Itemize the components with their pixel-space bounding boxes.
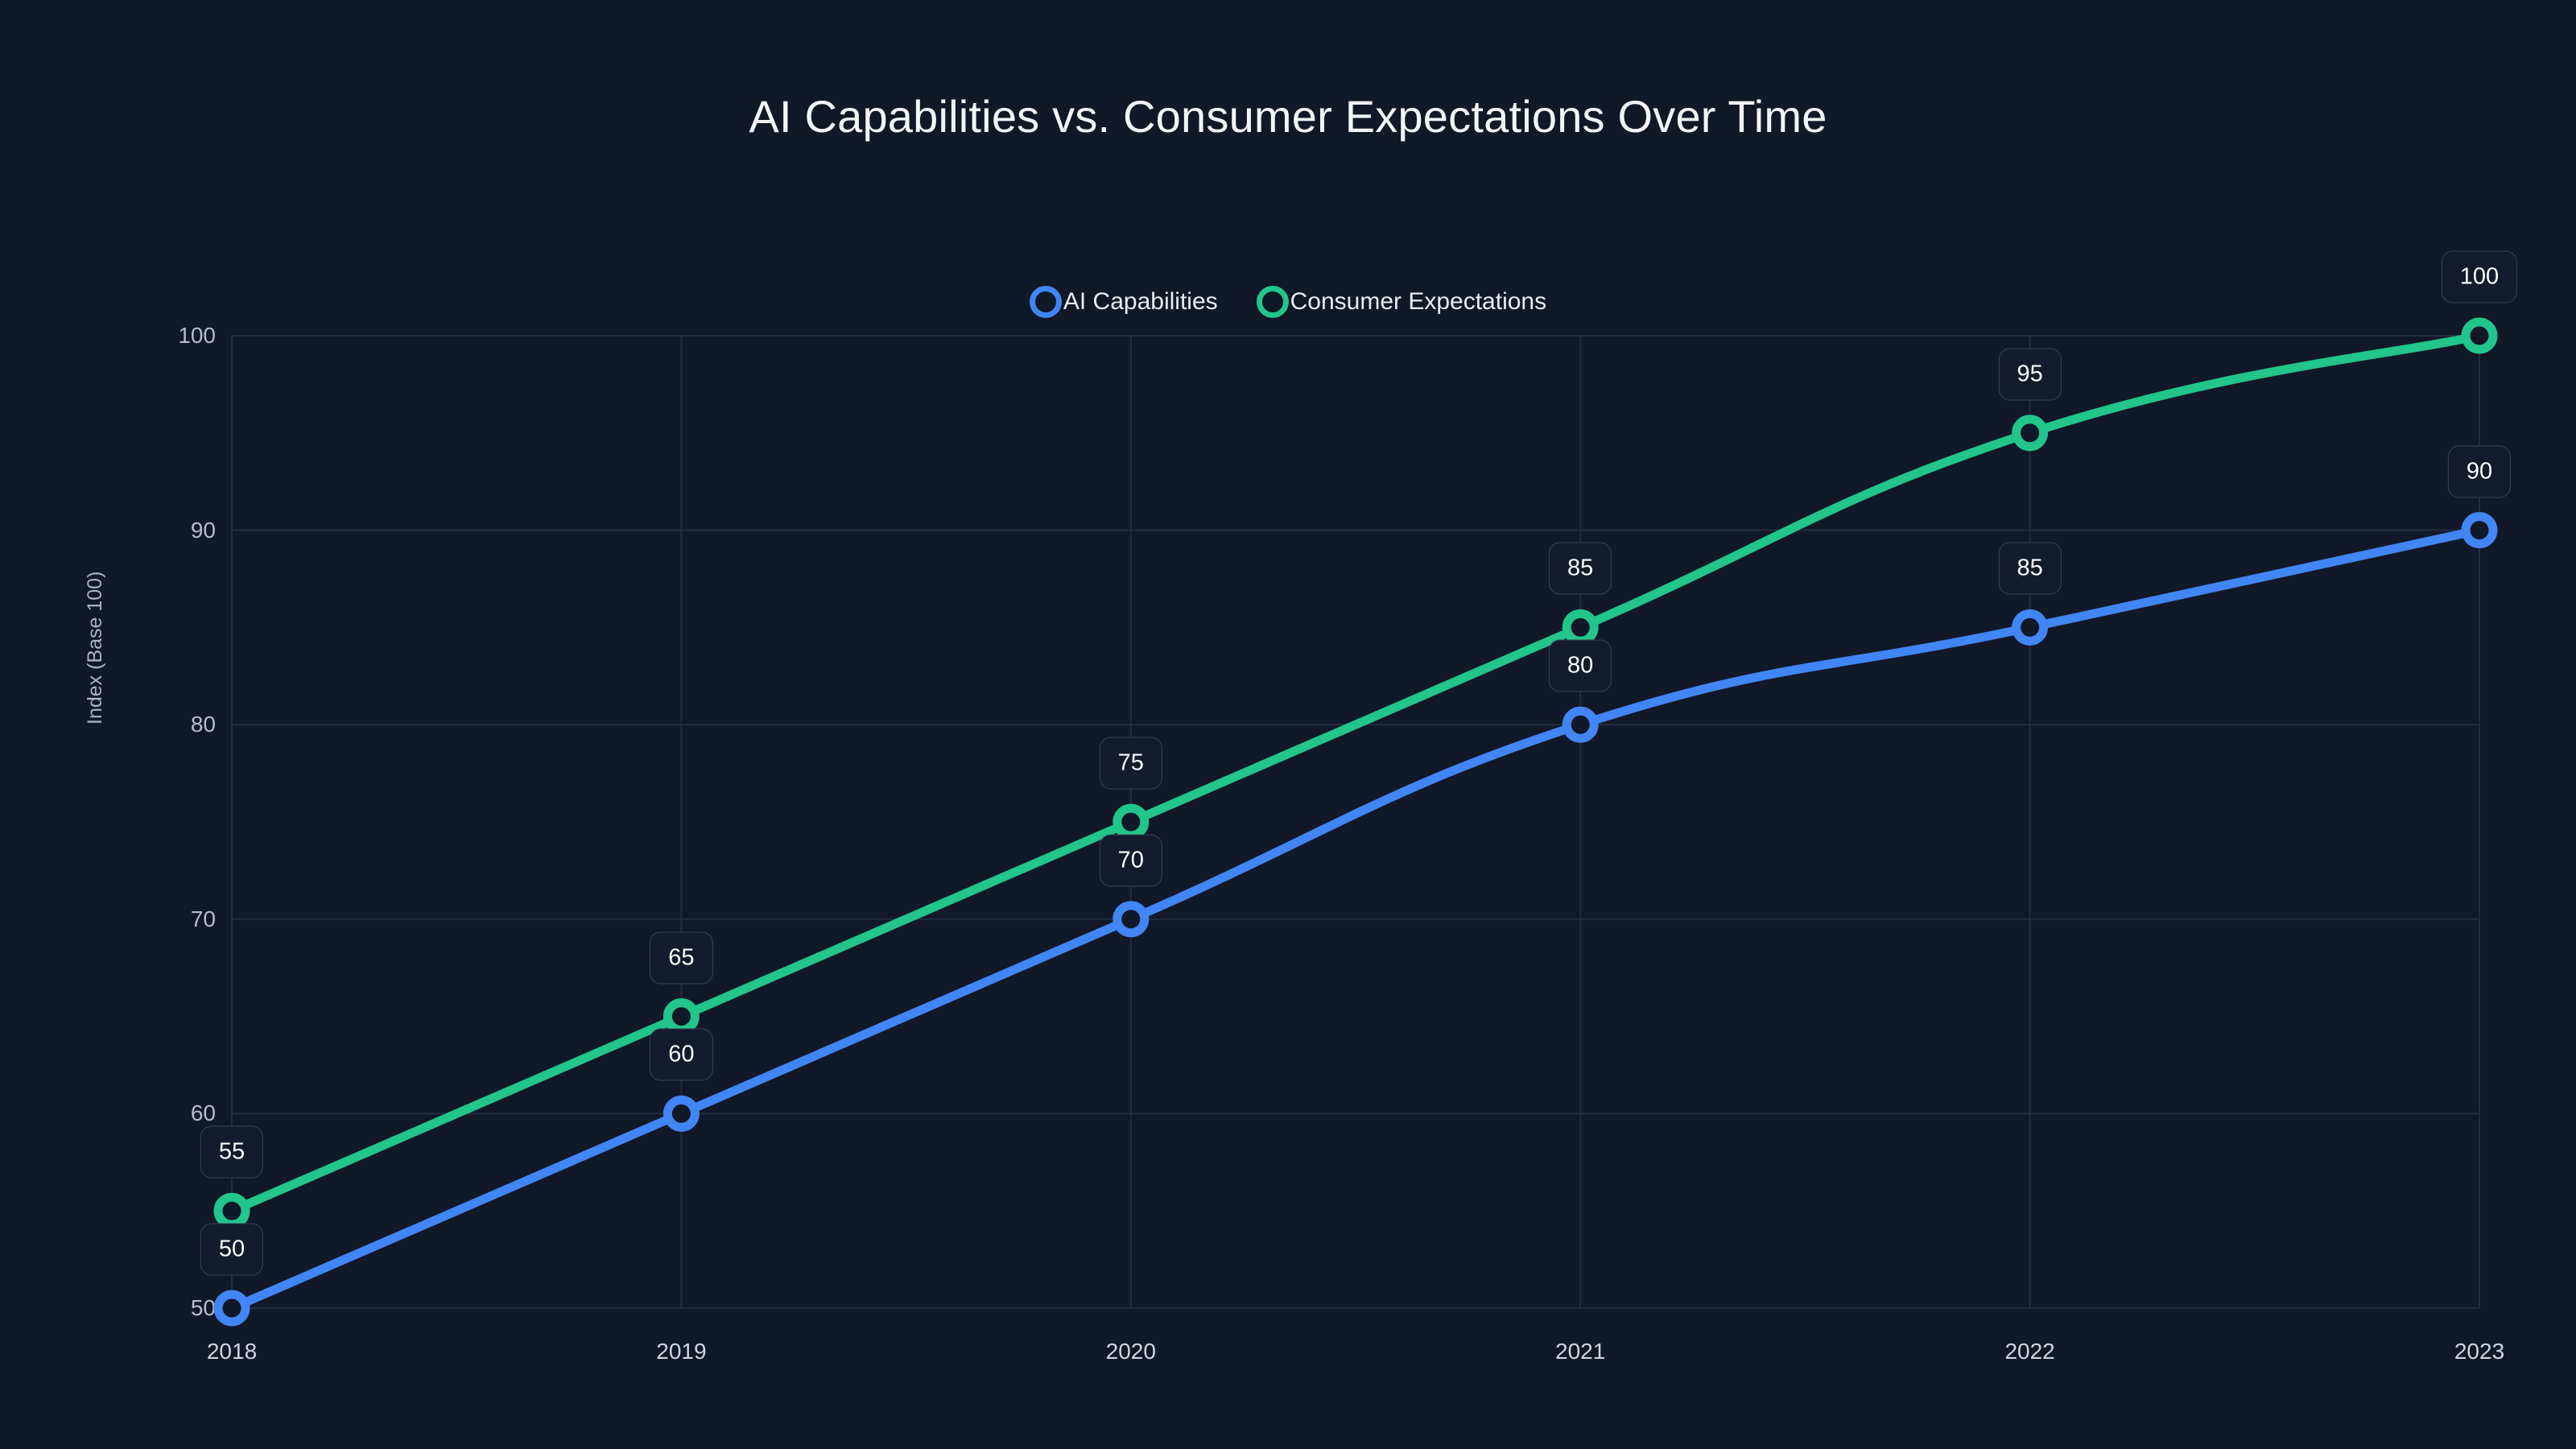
data-point-value-label: 65	[650, 931, 713, 985]
data-point-value-label: 60	[650, 1028, 713, 1081]
x-axis-tick-label: 2023	[2454, 1339, 2505, 1364]
data-point-value-label: 95	[1998, 348, 2062, 401]
data-point-value-label: 80	[1549, 639, 1612, 692]
x-axis-tick-label: 2022	[2004, 1339, 2055, 1364]
y-axis-tick-label: 80	[190, 712, 216, 737]
data-point-marker[interactable]	[663, 998, 700, 1035]
legend-item-label: Consumer Expectations	[1290, 288, 1547, 315]
data-point-value-label: 50	[200, 1223, 264, 1276]
data-point-marker[interactable]	[663, 1095, 700, 1132]
data-point-marker[interactable]	[2012, 609, 2049, 646]
y-axis-tick-label: 90	[190, 517, 216, 543]
y-axis-title: Index (Base 100)	[84, 571, 106, 724]
legend-item-label: AI Capabilities	[1063, 288, 1218, 315]
data-point-value-label: 100	[2441, 250, 2518, 303]
plot-svg	[213, 317, 2498, 1327]
data-point-marker[interactable]	[1562, 706, 1599, 743]
data-point-value-label: 90	[2447, 445, 2512, 498]
data-point-marker[interactable]	[213, 1290, 250, 1327]
data-point-marker[interactable]	[2461, 317, 2498, 354]
y-axis-tick-label: 60	[190, 1100, 216, 1126]
data-point-value-label: 75	[1099, 737, 1162, 790]
x-axis-tick-label: 2019	[656, 1339, 707, 1364]
data-point-value-label: 85	[1998, 542, 2062, 595]
data-point-value-label: 85	[1549, 542, 1612, 595]
data-point-marker[interactable]	[213, 1192, 250, 1229]
legend-swatch-ring-icon	[1256, 286, 1289, 318]
page-title: AI Capabilities vs. Consumer Expectation…	[749, 91, 1827, 142]
data-point-value-label: 70	[1099, 834, 1162, 887]
legend-item-consumer-expectations[interactable]: Consumer Expectations	[1256, 286, 1547, 318]
x-axis-tick-label: 2021	[1555, 1339, 1606, 1364]
data-point-value-label: 55	[200, 1125, 264, 1179]
series-line	[227, 331, 2484, 1216]
y-axis-tick-labels: 50 60 70 80 90 100	[145, 0, 216, 1449]
x-axis-tick-label: 2020	[1105, 1339, 1156, 1364]
plot-area: 50 60 70 80 85 90 55 65 75 85 95 100	[200, 250, 2518, 1327]
y-axis-tick-label: 50	[190, 1295, 216, 1320]
data-point-marker[interactable]	[1113, 901, 1150, 938]
series-line	[227, 526, 2484, 1313]
data-point-marker[interactable]	[1113, 803, 1150, 840]
data-point-marker[interactable]	[2012, 415, 2049, 452]
series-lines	[227, 331, 2484, 1313]
data-point-marker[interactable]	[2461, 512, 2498, 549]
data-point-marker[interactable]	[1562, 609, 1599, 646]
series-markers	[213, 317, 2498, 1327]
x-axis-tick-label: 2018	[206, 1339, 258, 1364]
legend-item-ai-capabilities[interactable]: AI Capabilities	[1029, 286, 1218, 318]
chart-legend: AI Capabilities Consumer Expectations	[0, 286, 2576, 318]
y-axis-tick-label: 100	[178, 323, 216, 348]
legend-swatch-ring-icon	[1029, 286, 1062, 318]
y-axis-tick-label: 70	[190, 906, 216, 931]
